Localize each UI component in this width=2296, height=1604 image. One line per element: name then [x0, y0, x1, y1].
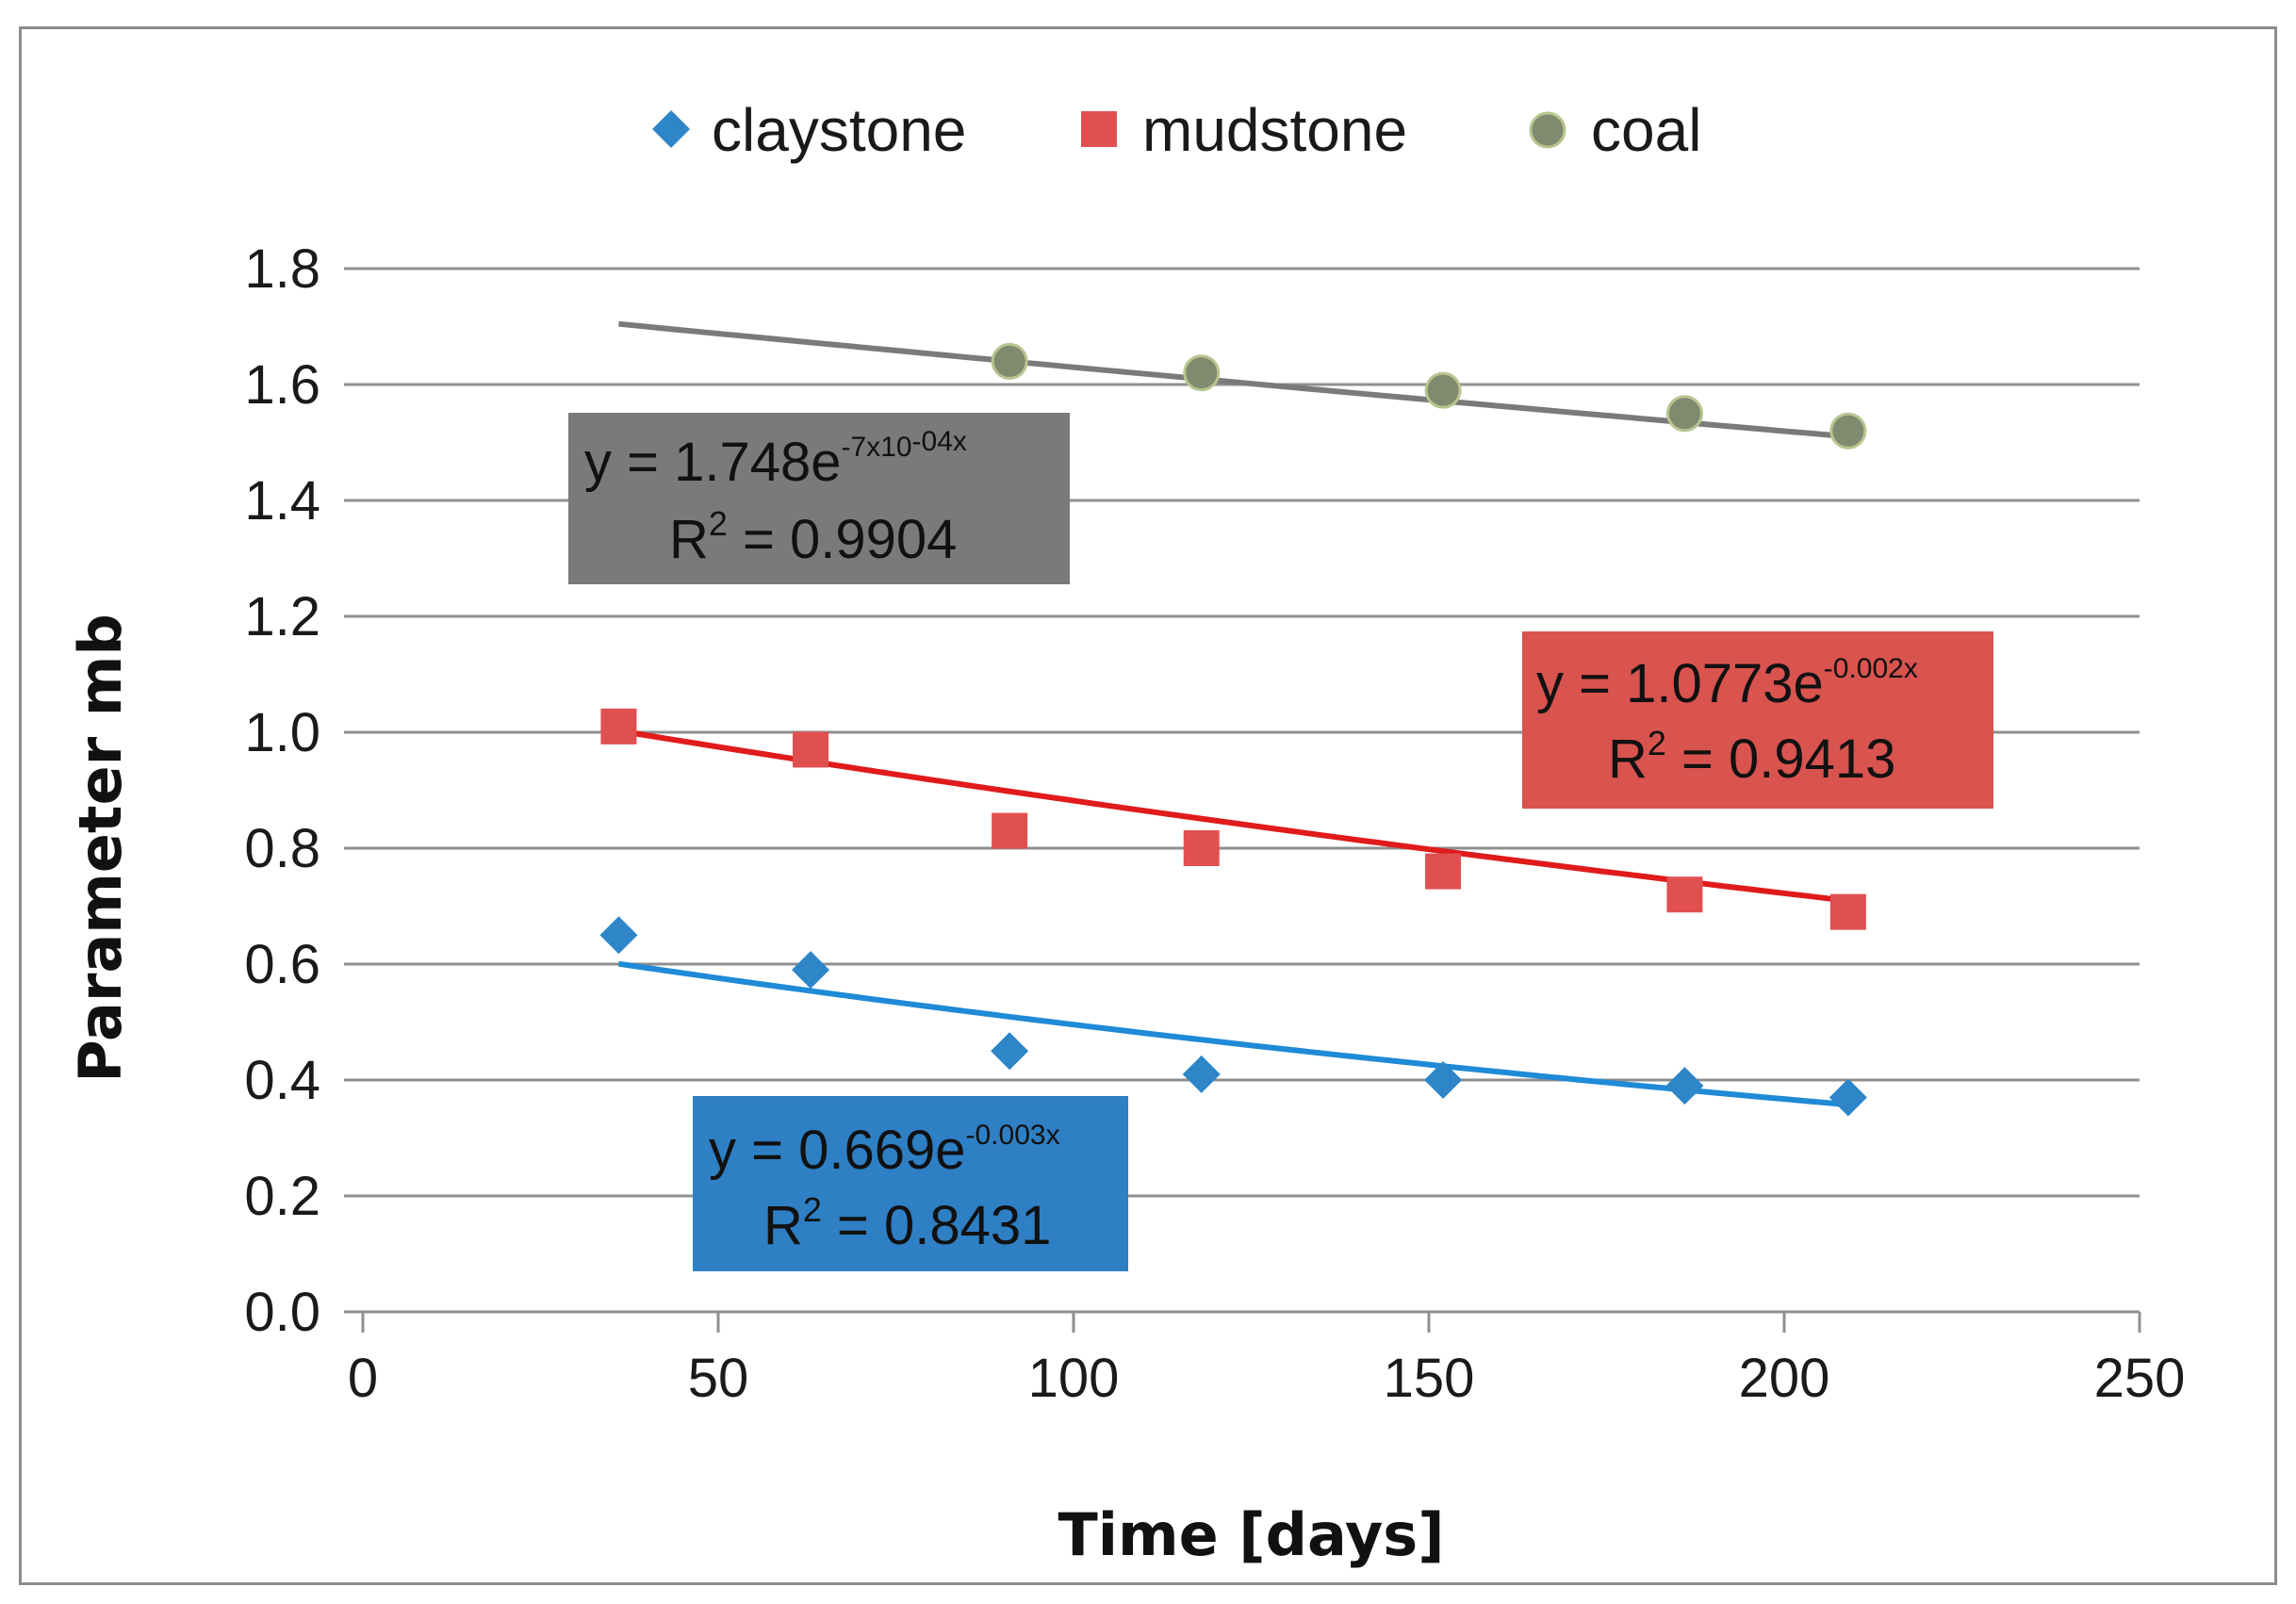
y-tick-label: 0.4	[244, 1050, 320, 1111]
y-tick-label: 1.4	[244, 470, 320, 532]
equation-box-mudstone-background	[1522, 631, 1993, 809]
legend-marker-coal	[1529, 111, 1566, 149]
point-coal	[1829, 412, 1867, 450]
equation-box-coal-background	[568, 413, 1070, 584]
point-claystone	[1665, 1067, 1704, 1105]
trendline-coal	[618, 320, 1849, 440]
r-squared-mudstone-symbol: R	[1608, 728, 1648, 790]
point-claystone	[1182, 1055, 1221, 1093]
point-claystone	[1424, 1061, 1463, 1099]
point-mudstone	[1425, 853, 1462, 890]
y-tick-label: 1.6	[244, 354, 320, 416]
axes	[344, 1310, 2141, 1333]
legend-item-claystone: claystone	[652, 96, 966, 164]
y-tick-label: 1.0	[244, 702, 320, 763]
point-mudstone	[1183, 830, 1220, 866]
legend-marker-claystone	[652, 110, 690, 148]
r-squared-mudstone: R2 = 0.9413	[1608, 724, 1895, 790]
y-tick-label: 0.8	[244, 818, 320, 879]
r-squared-coal-value: = 0.9904	[728, 509, 958, 570]
point-coal	[1183, 354, 1221, 392]
point-claystone	[599, 916, 638, 955]
legend-item-coal: coal	[1529, 96, 1701, 164]
equation-claystone: y = 0.669e-0.003x	[709, 1120, 1060, 1181]
legend-marker-mudstone	[1081, 111, 1117, 147]
equation-mudstone: y = 1.0773e-0.002x	[1536, 653, 1918, 714]
equation-coal-exponent: -7x10	[842, 432, 912, 463]
y-tick-label: 1.8	[244, 238, 320, 300]
r-squared-coal-symbol: R	[669, 509, 709, 570]
r-squared-claystone-symbol: R	[763, 1195, 803, 1256]
point-mudstone	[1666, 876, 1703, 913]
point-mudstone	[793, 731, 829, 768]
x-tick-label: 50	[688, 1348, 749, 1409]
r-squared-mudstone-value: = 0.9413	[1666, 728, 1896, 790]
equation-coal-base: y = 1.748e	[584, 432, 842, 493]
r-squared-coal-power: 2	[709, 504, 728, 543]
x-tick-label: 150	[1384, 1348, 1475, 1409]
point-coal	[991, 342, 1028, 380]
x-tick-label: 250	[2094, 1348, 2186, 1409]
r-squared-claystone-value: = 0.8431	[822, 1195, 1052, 1256]
point-claystone	[1829, 1078, 1867, 1117]
x-tick-label: 200	[1739, 1348, 1830, 1409]
point-coal	[1424, 371, 1462, 409]
r-squared-claystone-power: 2	[803, 1190, 822, 1229]
r-squared-mudstone-power: 2	[1648, 724, 1666, 762]
equation-box-mudstone: y = 1.0773e-0.002x R2 = 0.9413	[1522, 631, 1993, 809]
equation-box-coal: y = 1.748e-7x10-04x R2 = 0.9904	[568, 413, 1070, 584]
equation-box-claystone: y = 0.669e-0.003x R2 = 0.8431	[693, 1096, 1128, 1271]
point-coal	[1665, 395, 1703, 433]
y-axis-title: Parameter mb	[66, 614, 135, 1083]
x-tick-label: 100	[1028, 1348, 1120, 1409]
y-tick-label: 0.0	[244, 1282, 320, 1343]
y-tick-label: 0.2	[244, 1166, 320, 1227]
equation-claystone-base: y = 0.669e	[709, 1120, 966, 1181]
equation-mudstone-base: y = 1.0773e	[1536, 653, 1824, 714]
r-squared-coal: R2 = 0.9904	[669, 504, 957, 570]
point-claystone	[792, 951, 830, 990]
tick-labels: 0.0 0.2 0.4 0.6 0.8 1.0 1.2 1.4 1.6 1.8 0 50 100 150 2…	[244, 238, 2185, 1409]
equation-claystone-exponent: -0.003x	[966, 1120, 1060, 1151]
point-claystone	[991, 1032, 1029, 1071]
legend-item-mudstone: mudstone	[1081, 96, 1407, 164]
legend-label-mudstone: mudstone	[1142, 96, 1407, 164]
data-points	[599, 342, 1867, 1117]
x-axis-title: Time [days]	[1058, 1500, 1444, 1569]
equation-coal-exponent-tail: -04x	[912, 426, 967, 457]
equation-coal: y = 1.748e-7x10-04x	[584, 426, 967, 493]
trendline-claystone	[617, 960, 1849, 1108]
equation-box-claystone-background	[693, 1096, 1128, 1271]
point-mudstone	[600, 708, 637, 745]
y-tick-label: 0.6	[244, 934, 320, 995]
y-tick-label: 1.2	[244, 586, 320, 647]
r-squared-claystone: R2 = 0.8431	[763, 1190, 1051, 1256]
legend-label-coal: coal	[1591, 96, 1701, 164]
legend: claystone mudstone coal	[652, 96, 1701, 164]
legend-label-claystone: claystone	[712, 96, 966, 164]
point-mudstone	[992, 812, 1028, 849]
equation-mudstone-exponent: -0.002x	[1824, 653, 1918, 684]
x-tick-label: 0	[348, 1348, 378, 1409]
point-mudstone	[1829, 893, 1866, 930]
gridlines	[344, 267, 2140, 1198]
